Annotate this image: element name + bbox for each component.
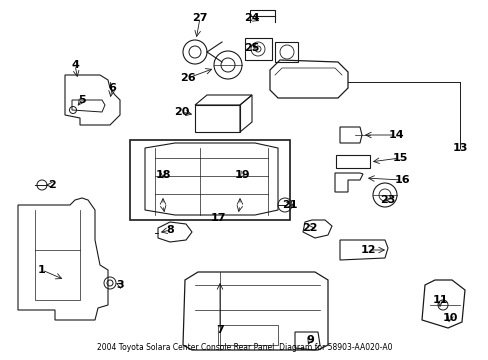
Text: 13: 13 bbox=[451, 143, 467, 153]
Bar bbox=[218, 325, 278, 345]
Text: 20: 20 bbox=[174, 107, 189, 117]
Text: 26: 26 bbox=[180, 73, 195, 83]
Text: 8: 8 bbox=[166, 225, 174, 235]
Text: 18: 18 bbox=[155, 170, 170, 180]
Text: 10: 10 bbox=[442, 313, 457, 323]
Text: 2: 2 bbox=[48, 180, 56, 190]
Text: 24: 24 bbox=[244, 13, 259, 23]
Text: 27: 27 bbox=[192, 13, 207, 23]
Bar bbox=[130, 140, 289, 220]
Text: 15: 15 bbox=[391, 153, 407, 163]
Text: 12: 12 bbox=[360, 245, 375, 255]
Text: 3: 3 bbox=[116, 280, 123, 290]
Text: 22: 22 bbox=[302, 223, 317, 233]
Text: 7: 7 bbox=[216, 325, 224, 335]
Text: 21: 21 bbox=[282, 200, 297, 210]
Text: 19: 19 bbox=[234, 170, 249, 180]
Text: 9: 9 bbox=[305, 335, 313, 345]
Text: 11: 11 bbox=[431, 295, 447, 305]
Text: 14: 14 bbox=[387, 130, 403, 140]
Text: 4: 4 bbox=[71, 60, 79, 70]
Text: 2004 Toyota Solara Center Console Rear Panel  Diagram for 58903-AA020-A0: 2004 Toyota Solara Center Console Rear P… bbox=[97, 343, 391, 352]
Text: 16: 16 bbox=[393, 175, 409, 185]
Text: 5: 5 bbox=[78, 95, 85, 105]
Text: 25: 25 bbox=[244, 43, 259, 53]
Text: 6: 6 bbox=[108, 83, 116, 93]
Text: 17: 17 bbox=[210, 213, 225, 223]
Text: 1: 1 bbox=[38, 265, 46, 275]
Text: 23: 23 bbox=[380, 195, 395, 205]
